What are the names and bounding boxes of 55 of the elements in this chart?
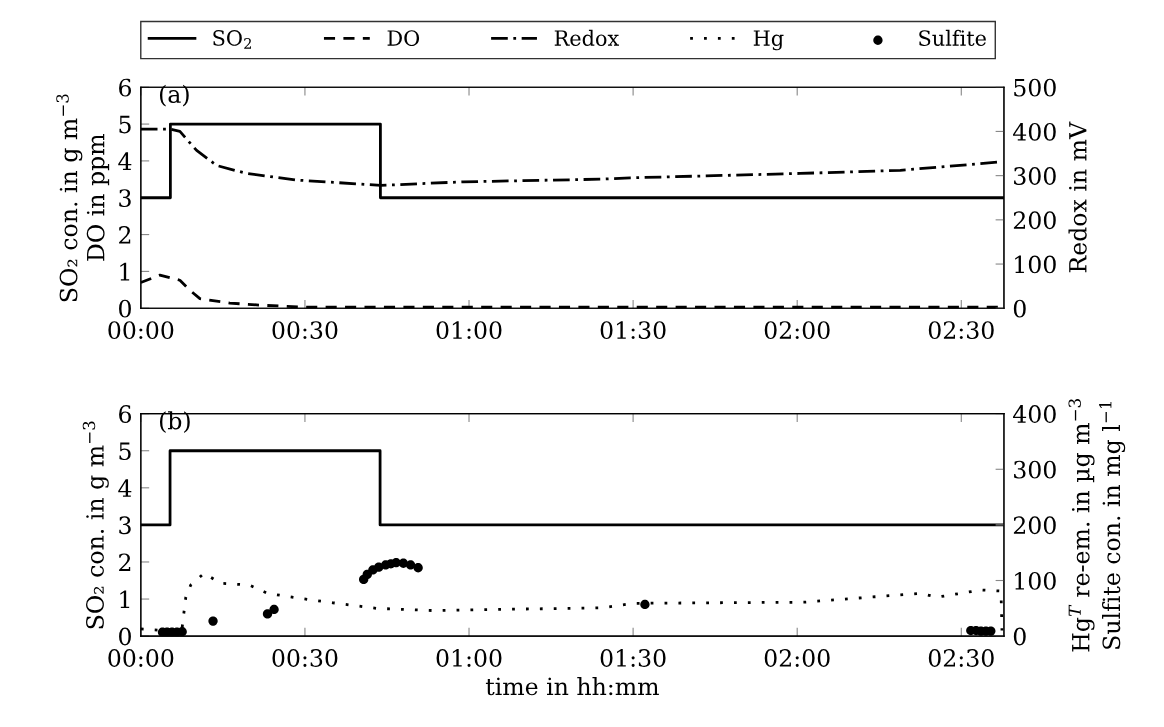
x-tick-label: 00:30: [272, 649, 338, 667]
x-axis-title: time in hh:mm: [485, 677, 659, 696]
legend-label: SO$_{2}$: [213, 30, 252, 49]
y2-tick-label: 500: [1014, 78, 1056, 97]
legend-label: Hg: [753, 30, 784, 51]
y-tick-label: 1: [120, 590, 130, 609]
y-tick-label: 0: [119, 627, 131, 646]
y2-tick-label: 0: [1013, 299, 1026, 318]
text: Hg$^{T}$ re-em. in µg m$^{−3}$ Sulfite con. in mg l$^{−1}$: [1068, 399, 1126, 652]
y-tick-label: 0: [119, 299, 131, 318]
point: [208, 616, 218, 626]
y-tick-label: 5: [119, 115, 131, 134]
y-tick-label: 4: [118, 152, 132, 170]
point: [413, 563, 423, 573]
x-tick-label: 00:00: [108, 321, 174, 340]
y2-tick-label: 200: [1013, 211, 1056, 230]
y2-tick-label: 0: [1013, 627, 1026, 646]
x-tick-label: 02:00: [764, 649, 830, 667]
point: [262, 609, 273, 619]
x-tick-label: 02:30: [928, 321, 994, 340]
y-axis-title: SO₂ con. in g m$^{−3}$: [82, 421, 109, 629]
legend-label: Redox: [554, 29, 619, 46]
y2-tick-label: 400: [1013, 405, 1056, 423]
legend-label: Sulfite: [919, 29, 986, 46]
x-tick-label: 01:00: [436, 321, 502, 340]
x-tick-label: 01:00: [436, 649, 502, 667]
annotation: (a): [159, 84, 189, 107]
y-tick-label: 1: [120, 262, 130, 281]
point: [640, 599, 650, 610]
y-tick-label: 4: [118, 479, 132, 497]
text: SO₂ con. in g m$^{−3}$ DO in ppm: [56, 94, 110, 302]
y2-tick-label: 300: [1014, 460, 1056, 479]
legend-label: DO: [387, 30, 420, 46]
y-tick-label: 6: [119, 405, 132, 423]
point: [269, 604, 279, 615]
y-tick-label: 2: [119, 553, 131, 571]
y-tick-label: 5: [119, 442, 131, 461]
y2-tick-label: 100: [1015, 255, 1056, 274]
x-tick-label: 00:30: [272, 321, 338, 340]
y2-axis-title: Redox in mV: [1068, 121, 1087, 273]
y-tick-label: 3: [119, 516, 131, 535]
x-tick-label: 00:00: [108, 649, 174, 667]
annotation: (b): [159, 411, 190, 433]
y2-tick-label: 300: [1014, 167, 1056, 185]
x-tick-label: 02:00: [764, 321, 830, 340]
y2-tick-label: 200: [1013, 516, 1056, 535]
y-tick-label: 3: [119, 189, 131, 208]
y-tick-label: 2: [119, 226, 131, 244]
x-tick-label: 02:30: [928, 649, 994, 667]
y2-tick-label: 400: [1013, 122, 1056, 141]
x-tick-label: 01:30: [600, 321, 666, 340]
point: [405, 560, 416, 570]
y-tick-label: 6: [119, 78, 132, 97]
y2-tick-label: 100: [1015, 571, 1056, 590]
x-tick-label: 01:30: [600, 649, 666, 667]
